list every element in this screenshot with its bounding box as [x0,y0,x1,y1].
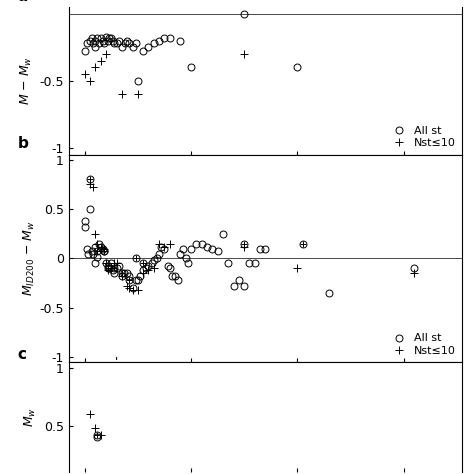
Text: b: b [18,136,28,151]
Y-axis label: $M_{ID200}$ − $M_w$: $M_{ID200}$ − $M_w$ [21,221,36,296]
Y-axis label: $M$ − $M_w$: $M$ − $M_w$ [18,56,34,106]
Y-axis label: $M_w$: $M_w$ [23,407,38,427]
Text: a: a [18,0,28,4]
Legend: All st, Nst≤10: All st, Nst≤10 [387,332,456,357]
X-axis label: $M_w$: $M_w$ [255,164,276,180]
X-axis label: $M_w$: $M_w$ [255,384,276,401]
Legend: All st, Nst≤10: All st, Nst≤10 [387,125,456,149]
Text: c: c [18,347,27,362]
